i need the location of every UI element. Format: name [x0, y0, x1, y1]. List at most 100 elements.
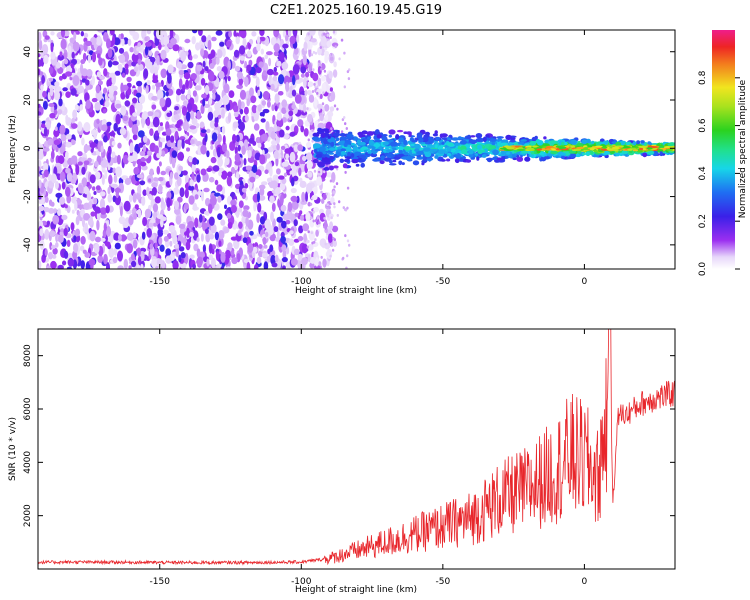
spectrogram-cell	[264, 36, 270, 47]
spectrogram-cell	[543, 156, 551, 160]
spectrogram-cell	[212, 148, 218, 157]
spectrogram-cell	[290, 177, 295, 187]
spectrogram-cell	[273, 51, 279, 57]
spectrogram-cell	[311, 90, 315, 93]
spectrogram-cell	[496, 136, 504, 139]
spectrogram-x-ticks: -150 -100 -50 0	[150, 30, 588, 287]
spectrogram-cell	[86, 181, 90, 187]
spectrogram-cell	[191, 117, 198, 125]
spectrogram-cell	[207, 111, 214, 121]
spectrogram-cell	[139, 180, 146, 186]
spectrogram-cell	[128, 216, 134, 226]
spectrogram-cell	[414, 148, 420, 152]
spectrogram-cell	[144, 208, 152, 218]
spectrogram-cell	[103, 222, 107, 232]
spectrogram-cell	[257, 89, 261, 97]
spectrogram-cell	[174, 130, 179, 140]
spectrogram-cell	[131, 52, 139, 63]
spectrogram-cell	[392, 159, 397, 163]
spectrogram-cell	[393, 156, 402, 160]
spectrogram-cell	[273, 226, 279, 233]
spectrogram-cell	[104, 100, 110, 108]
spectrogram-cell	[74, 104, 79, 111]
spectrogram-cell	[165, 97, 172, 108]
spectrogram-cell	[346, 254, 349, 258]
snr-y-ticks: 2000 4000 6000 8000	[23, 344, 675, 527]
spectrogram-cell	[283, 172, 288, 177]
spectrogram-cell	[322, 143, 327, 148]
spectrogram-cell	[411, 139, 418, 143]
spectrogram-cell	[39, 71, 44, 76]
spectrogram-cell	[181, 106, 188, 116]
spectrogram-cell	[65, 167, 71, 174]
spectrogram-cell	[163, 236, 169, 242]
spectrogram-cell	[177, 139, 182, 151]
spectrogram-cell	[289, 35, 296, 45]
spectrogram-cell	[38, 205, 45, 212]
spectrogram-cell	[79, 245, 85, 252]
spectrogram-cell	[358, 155, 367, 159]
spectrogram-cell	[115, 166, 122, 177]
spectrogram-cell	[70, 155, 78, 165]
spectrogram-cell	[48, 66, 54, 75]
spectrogram-cell	[49, 112, 56, 119]
spectrogram-cell	[137, 255, 142, 266]
spectrogram-cell	[455, 154, 462, 159]
spectrogram-cell	[276, 112, 282, 121]
spectrogram-cell	[129, 47, 134, 53]
spectrogram-cell	[261, 149, 265, 156]
spectrogram-cell	[312, 219, 315, 223]
spectrogram-cell	[386, 153, 394, 158]
spectrogram-cell	[338, 200, 341, 204]
spectrogram-cell	[309, 30, 316, 36]
spectrogram-cell	[146, 118, 151, 126]
spectrogram-cell	[53, 139, 61, 146]
spectrogram-cell	[333, 205, 336, 209]
spectrogram-cell	[262, 90, 270, 100]
spectrogram-cell	[585, 151, 591, 156]
spectrogram-cell	[75, 216, 80, 226]
spectrogram-cell	[239, 45, 246, 55]
spectrogram-cell	[348, 243, 351, 247]
spectrogram-cell	[190, 139, 195, 145]
spectrogram-cell	[234, 65, 241, 72]
spectrogram-cell	[57, 264, 64, 269]
spectrogram-cell	[226, 175, 233, 187]
spectrogram-cell	[160, 68, 167, 79]
spectrogram-cell	[70, 63, 74, 69]
spectrogram-cell	[189, 55, 193, 61]
spectrogram-cell	[107, 48, 113, 59]
spectrogram-cell	[246, 261, 251, 269]
spectrogram-cell	[192, 30, 198, 34]
spectrogram-cell	[175, 215, 182, 225]
spectrogram-cell	[346, 70, 350, 74]
spectrogram-cell	[243, 76, 249, 87]
spectrogram-cell	[317, 128, 325, 132]
spectrogram-cell	[194, 217, 199, 229]
spectrogram-cell	[149, 195, 154, 201]
spectrogram-cell	[44, 196, 49, 203]
spectrogram-cell	[303, 77, 307, 89]
spectrogram-cell	[300, 125, 305, 133]
spectrogram-cell	[539, 152, 545, 156]
spectrogram-cell	[176, 176, 182, 187]
spectrogram-cell	[68, 45, 72, 54]
spectrogram-cell	[468, 149, 474, 155]
spectrogram-cell	[300, 111, 308, 116]
spectrogram-cell	[465, 159, 472, 163]
spectrogram-cell	[151, 95, 158, 101]
spectrogram-cell	[314, 254, 320, 260]
spectrogram-cell	[229, 141, 236, 152]
spectrogram-cell	[223, 226, 230, 234]
spectrogram-cell	[290, 187, 297, 194]
spectrogram-cell	[314, 238, 317, 242]
spectrogram-cell	[315, 153, 323, 159]
spectrogram-cell	[313, 97, 318, 107]
spectrogram-cell	[576, 146, 584, 150]
spectrogram-y-tick-label: 40	[23, 46, 33, 58]
spectrogram-cell	[520, 139, 527, 142]
spectrogram-cell	[118, 177, 124, 185]
spectrogram-cell	[122, 84, 129, 91]
spectrogram-cell	[230, 204, 237, 213]
spectrogram-cell	[107, 163, 111, 171]
